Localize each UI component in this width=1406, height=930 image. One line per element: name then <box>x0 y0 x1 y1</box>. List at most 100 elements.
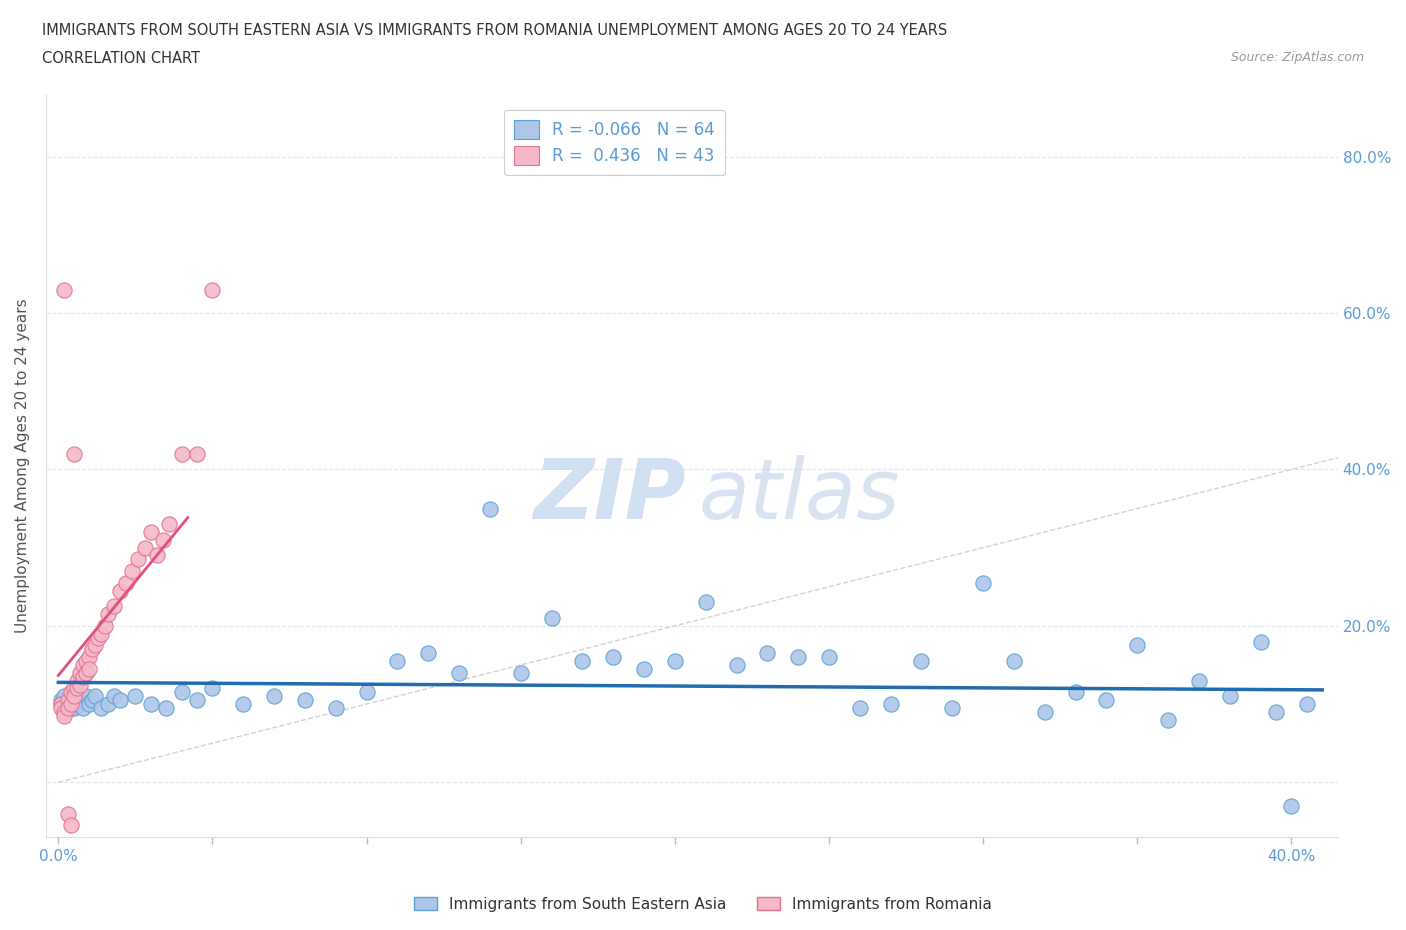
Point <box>387 654 409 669</box>
Point <box>56 693 79 708</box>
Point <box>77 697 100 711</box>
Point <box>62 681 84 696</box>
Point <box>53 709 76 724</box>
Text: Source: ZipAtlas.com: Source: ZipAtlas.com <box>1230 51 1364 64</box>
Point <box>72 670 94 684</box>
Point <box>186 693 208 708</box>
Point <box>139 697 162 711</box>
Point <box>97 697 120 711</box>
Point <box>1002 654 1025 669</box>
Point <box>124 689 146 704</box>
Point <box>87 631 110 645</box>
Point <box>170 446 193 461</box>
Point <box>59 697 82 711</box>
Point <box>82 693 104 708</box>
Y-axis label: Unemployment Among Ages 20 to 24 years: Unemployment Among Ages 20 to 24 years <box>15 299 30 632</box>
Point <box>1064 684 1087 699</box>
Point <box>664 654 686 669</box>
Point <box>51 693 73 708</box>
Point <box>478 501 501 516</box>
Point <box>59 700 82 715</box>
Point <box>325 700 347 715</box>
Point <box>1250 634 1272 649</box>
Point <box>1279 798 1302 813</box>
Point <box>84 638 107 653</box>
Point <box>972 576 994 591</box>
Text: atlas: atlas <box>699 455 900 536</box>
Point <box>59 684 82 699</box>
Point <box>170 684 193 699</box>
Point <box>59 817 82 832</box>
Point <box>509 665 531 680</box>
Point <box>97 606 120 621</box>
Point <box>818 650 841 665</box>
Point <box>56 693 79 708</box>
Point <box>756 645 779 660</box>
Point <box>75 689 97 704</box>
Point <box>59 689 82 704</box>
Point <box>56 806 79 821</box>
Point <box>75 654 97 669</box>
Point <box>103 689 125 704</box>
Point <box>62 700 84 715</box>
Text: CORRELATION CHART: CORRELATION CHART <box>42 51 200 66</box>
Point <box>56 697 79 711</box>
Point <box>263 689 285 704</box>
Point <box>62 446 84 461</box>
Point <box>53 282 76 297</box>
Point <box>66 681 89 696</box>
Point <box>418 645 440 660</box>
Point <box>294 693 316 708</box>
Point <box>1126 638 1149 653</box>
Point <box>108 693 131 708</box>
Point <box>69 697 91 711</box>
Point <box>115 576 138 591</box>
Point <box>84 689 107 704</box>
Point <box>1219 689 1241 704</box>
Point <box>93 618 115 633</box>
Point <box>1295 697 1317 711</box>
Point <box>72 658 94 672</box>
Legend: Immigrants from South Eastern Asia, Immigrants from Romania: Immigrants from South Eastern Asia, Immi… <box>408 890 998 918</box>
Point <box>69 677 91 692</box>
Point <box>90 626 112 641</box>
Legend: R = -0.066   N = 64, R =  0.436   N = 43: R = -0.066 N = 64, R = 0.436 N = 43 <box>503 110 725 175</box>
Point <box>1157 712 1180 727</box>
Point <box>152 532 174 547</box>
Point <box>186 446 208 461</box>
Point <box>51 697 73 711</box>
Point <box>51 700 73 715</box>
Point <box>725 658 748 672</box>
Point <box>941 700 963 715</box>
Point <box>66 693 89 708</box>
Point <box>139 525 162 539</box>
Point <box>62 689 84 704</box>
Point <box>72 700 94 715</box>
Point <box>1095 693 1118 708</box>
Point <box>1265 704 1288 719</box>
Point <box>51 697 73 711</box>
Point <box>82 642 104 657</box>
Point <box>90 700 112 715</box>
Point <box>69 665 91 680</box>
Point <box>633 661 655 676</box>
Point <box>56 700 79 715</box>
Point <box>62 697 84 711</box>
Point <box>447 665 470 680</box>
Point <box>66 673 89 688</box>
Point <box>134 540 156 555</box>
Text: ZIP: ZIP <box>533 455 685 536</box>
Point <box>146 548 169 563</box>
Point <box>77 650 100 665</box>
Point <box>571 654 593 669</box>
Point <box>75 665 97 680</box>
Point <box>201 681 224 696</box>
Point <box>155 700 177 715</box>
Point <box>356 684 378 699</box>
Point <box>53 700 76 715</box>
Point <box>695 595 717 610</box>
Point <box>1188 673 1211 688</box>
Point <box>879 697 901 711</box>
Text: IMMIGRANTS FROM SOUTH EASTERN ASIA VS IMMIGRANTS FROM ROMANIA UNEMPLOYMENT AMONG: IMMIGRANTS FROM SOUTH EASTERN ASIA VS IM… <box>42 23 948 38</box>
Point <box>157 517 180 532</box>
